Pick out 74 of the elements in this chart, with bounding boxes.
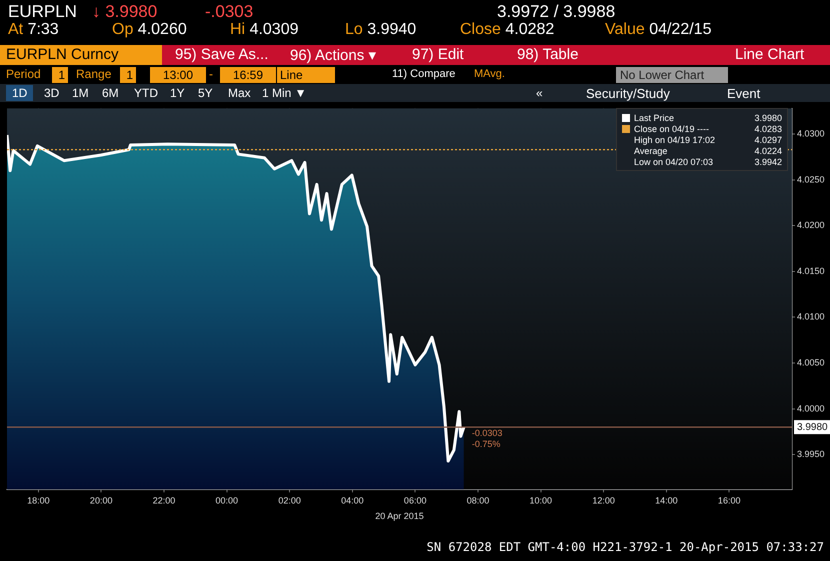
annotation: Low on 04/20 07:03 xyxy=(634,156,714,166)
text: EURPLN Curncy xyxy=(0,45,162,65)
text: 96) Actions ▾ xyxy=(290,46,376,64)
text: Line xyxy=(277,67,335,83)
text: Line Chart xyxy=(735,46,804,63)
text: 5Y xyxy=(198,86,213,100)
x-tick-label: 14:00 xyxy=(655,495,678,506)
text: Value 04/22/15 xyxy=(605,21,712,38)
text: 11) Compare xyxy=(392,68,456,80)
text: 6M xyxy=(102,86,119,100)
text: 1 xyxy=(52,67,68,83)
y-tick-label: 4.0050 xyxy=(797,357,825,368)
y-tick-label: 3.9950 xyxy=(797,449,825,460)
y-tick-label: 4.0100 xyxy=(797,312,825,322)
annotation: Average xyxy=(634,146,668,156)
x-tick-label: 06:00 xyxy=(404,495,426,506)
text: 98) Table xyxy=(517,46,578,63)
text: 1 Min ▼ xyxy=(262,86,307,100)
text: YTD xyxy=(134,86,158,100)
text: Hi 4.0309 xyxy=(230,21,298,38)
legend-label: Last Price xyxy=(634,112,674,122)
annotation: 4.0283 xyxy=(754,124,782,134)
x-tick-label: 16:00 xyxy=(718,495,740,506)
x-tick-label: 20:00 xyxy=(90,495,112,506)
text: MAvg. xyxy=(474,68,505,80)
text: Op 4.0260 xyxy=(112,21,187,38)
x-tick-label: 02:00 xyxy=(278,495,301,506)
text: Lo 3.9940 xyxy=(345,21,416,38)
text: 95) Save As... xyxy=(175,46,268,63)
text: At 7:33 xyxy=(8,21,59,38)
annotation: -0.0303 xyxy=(472,428,502,438)
text: No Lower Chart xyxy=(616,67,728,83)
text: Max xyxy=(228,86,251,100)
ref-line-label: 3.9980 xyxy=(797,422,828,433)
text: 1M xyxy=(72,86,89,100)
x-tick-label: 18:00 xyxy=(27,495,50,506)
text: 1 xyxy=(120,67,136,83)
x-tick-label: 22:00 xyxy=(152,495,176,506)
y-tick-label: 4.0150 xyxy=(797,266,825,276)
legend-label: Close on 04/19 ---- xyxy=(634,124,710,134)
x-tick-label: 04:00 xyxy=(341,495,364,506)
text: Period xyxy=(6,67,41,81)
text: « xyxy=(536,86,543,100)
text: EURPLN xyxy=(8,2,77,22)
text: 1D xyxy=(6,85,34,101)
y-tick-label: 4.0200 xyxy=(797,220,825,230)
text: 3.9972 / 3.9988 xyxy=(497,2,616,22)
annotation: High on 04/19 17:02 xyxy=(634,134,716,144)
y-tick-label: 4.0250 xyxy=(797,174,825,184)
text: 3D xyxy=(44,86,60,100)
annotation: 3.9942 xyxy=(754,156,782,166)
x-axis-title: 20 Apr 2015 xyxy=(375,511,424,522)
x-tick-label: 12:00 xyxy=(592,495,615,506)
annotation: 4.0224 xyxy=(754,146,782,156)
text: 13:00 xyxy=(150,67,206,83)
y-tick-label: 4.0000 xyxy=(797,403,825,414)
x-tick-label: 08:00 xyxy=(466,495,490,506)
text: 97) Edit xyxy=(412,46,464,63)
x-tick-label: 00:00 xyxy=(216,495,238,506)
text: 16:59 xyxy=(220,67,276,83)
text: - xyxy=(209,67,213,81)
text: Close 4.0282 xyxy=(460,21,554,38)
text: SN 672028 EDT GMT-4:00 H221-3792-1 20-Apr-2015 07:33:27 xyxy=(426,540,824,554)
x-tick-label: 10:00 xyxy=(530,495,552,506)
text: Security/Study xyxy=(586,86,670,101)
y-tick-label: 4.0300 xyxy=(797,128,825,139)
text: Range xyxy=(76,67,112,81)
annotation: 3.9980 xyxy=(754,112,782,122)
annotation: -0.75% xyxy=(472,439,500,450)
text: Event xyxy=(727,86,760,101)
annotation: 4.0297 xyxy=(754,134,782,144)
text: 1Y xyxy=(170,86,185,100)
text: ↓ 3.9980 xyxy=(92,2,158,22)
text: -.0303 xyxy=(205,2,254,22)
